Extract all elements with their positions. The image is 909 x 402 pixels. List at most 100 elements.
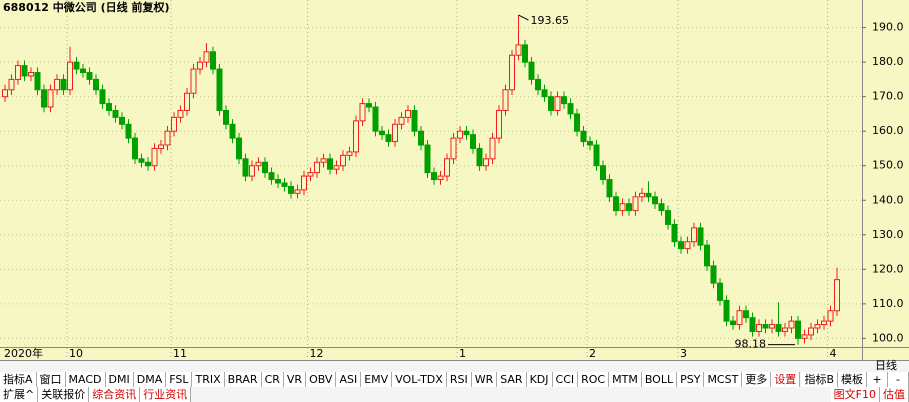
- candle-body: [606, 179, 613, 198]
- candle-body: [522, 44, 528, 63]
- y-tick-label: 140.0: [872, 193, 904, 206]
- candle-body: [54, 78, 60, 91]
- x-tick-label: 10: [69, 347, 83, 360]
- candle-body: [619, 203, 626, 212]
- toolbar-button[interactable]: EMV: [361, 372, 393, 387]
- candle-body: [307, 172, 314, 177]
- candle-body: [431, 172, 437, 181]
- toolbar-button[interactable]: 估值: [880, 387, 909, 402]
- toolbar-button[interactable]: MCST: [704, 372, 743, 387]
- candle-body: [379, 130, 385, 136]
- chart: 688012 中微公司 (日线 前复权) 日线 100.0 110.0 120.0 1…: [0, 0, 909, 372]
- low-label: 98.18: [735, 338, 767, 351]
- toolbar-button[interactable]: 设置: [771, 372, 801, 387]
- candle-body: [359, 103, 366, 122]
- toolbar-button[interactable]: CCI: [552, 372, 579, 387]
- candle-body: [788, 320, 795, 329]
- toolbar-button[interactable]: FSL: [166, 372, 193, 387]
- toolbar-button[interactable]: -: [888, 372, 909, 387]
- toolbar-button[interactable]: 扩展^: [0, 387, 39, 402]
- candle-body: [496, 109, 502, 139]
- candle-body: [665, 210, 671, 225]
- y-tick-label: 190.0: [872, 21, 904, 34]
- candle-body: [821, 320, 827, 326]
- candle-body: [567, 103, 574, 115]
- toolbar-button[interactable]: 行业资讯: [140, 387, 192, 402]
- toolbar-button[interactable]: ASI: [336, 372, 362, 387]
- candle-body: [333, 165, 340, 170]
- candle-body: [691, 227, 697, 243]
- x-tick-label: 1: [459, 347, 466, 360]
- candle-body: [476, 147, 483, 167]
- candle-body: [346, 151, 353, 156]
- candle-body: [15, 65, 21, 80]
- toolbar-button[interactable]: BOLL: [641, 372, 678, 387]
- candle-body: [223, 109, 229, 125]
- candle-body: [47, 89, 54, 108]
- candle-body: [801, 334, 808, 339]
- candle-body: [67, 61, 73, 91]
- toolbar-button[interactable]: MTM: [609, 372, 642, 387]
- candle-body: [814, 324, 821, 329]
- x-tick-label: 3: [680, 347, 687, 360]
- candle-body: [437, 175, 444, 181]
- candle-body: [151, 147, 158, 167]
- toolbar-button[interactable]: DMA: [133, 372, 167, 387]
- candle-body: [808, 327, 814, 336]
- toolbar-button[interactable]: VR: [283, 372, 307, 387]
- toolbar-button[interactable]: 更多: [742, 372, 772, 387]
- toolbar-button[interactable]: DMI: [105, 372, 134, 387]
- toolbar-button[interactable]: VOL-TDX: [392, 372, 447, 387]
- candle-body: [262, 161, 268, 174]
- candle-body: [86, 72, 93, 80]
- candle-body: [106, 103, 112, 111]
- candle-body: [684, 241, 691, 250]
- candle-body: [2, 89, 8, 98]
- spacer: [191, 387, 830, 402]
- toolbar-button[interactable]: PSY: [677, 372, 705, 387]
- candle-body: [424, 144, 431, 174]
- candle-body: [652, 196, 658, 205]
- x-tick-label: 11: [173, 347, 187, 360]
- toolbar-button[interactable]: KDJ: [526, 372, 553, 387]
- toolbar-button[interactable]: BRAR: [224, 372, 262, 387]
- toolbar-button[interactable]: CR: [261, 372, 284, 387]
- candle-body: [385, 134, 392, 143]
- candle-body: [769, 324, 775, 329]
- toolbar-button[interactable]: WR: [471, 372, 498, 387]
- toolbar-button[interactable]: 窗口: [36, 372, 66, 387]
- candle-body: [236, 137, 242, 160]
- candle-body: [411, 109, 418, 132]
- toolbar-button[interactable]: 综合资讯: [89, 387, 141, 402]
- candle-body: [489, 137, 496, 160]
- candle-body: [587, 141, 593, 146]
- candle-body: [229, 123, 236, 139]
- candle-body: [275, 179, 281, 184]
- toolbar-button[interactable]: ROC: [578, 372, 610, 387]
- toolbar-button[interactable]: MACD: [65, 372, 106, 387]
- toolbar-button[interactable]: +: [867, 372, 888, 387]
- toolbar-button[interactable]: 指标B: [801, 372, 838, 387]
- candle-body: [184, 92, 190, 111]
- candle-body: [249, 165, 255, 177]
- toolbar-button[interactable]: OBV: [306, 372, 337, 387]
- toolbar-button[interactable]: RSI: [446, 372, 472, 387]
- toolbar-button[interactable]: 指标A: [0, 372, 37, 387]
- y-tick-label: 110.0: [872, 297, 904, 310]
- toolbar-button[interactable]: TRIX: [192, 372, 225, 387]
- candle-body: [775, 324, 782, 332]
- toolbar-button[interactable]: 关联报价: [38, 387, 90, 402]
- candle-body: [730, 320, 736, 326]
- candle-body: [294, 189, 301, 194]
- candle-body: [320, 158, 327, 163]
- candle-body: [671, 223, 678, 243]
- candle-body: [372, 106, 379, 132]
- toolbar-button[interactable]: 模板: [838, 372, 867, 387]
- candle-body: [366, 103, 372, 108]
- candle-body: [678, 241, 684, 250]
- toolbar-button[interactable]: SAR: [497, 372, 527, 387]
- candle-body: [743, 310, 749, 319]
- toolbar-button[interactable]: 图文F10: [830, 387, 880, 402]
- y-tick-label: 150.0: [872, 159, 904, 172]
